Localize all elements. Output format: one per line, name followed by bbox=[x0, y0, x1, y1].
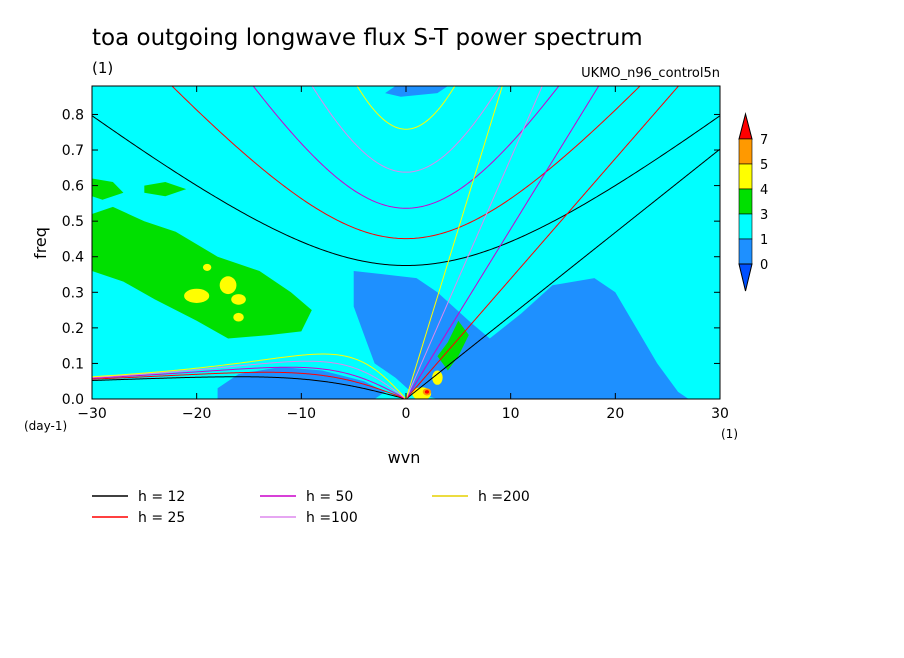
y-tick-label: 0.7 bbox=[62, 143, 84, 159]
rossby-curve bbox=[92, 376, 407, 399]
colorbar-label: 0 bbox=[760, 258, 768, 273]
y-axis-label: freq bbox=[31, 227, 50, 259]
colorbar-swatch bbox=[738, 188, 753, 215]
y-tick-label: 0.3 bbox=[62, 285, 84, 301]
x-tick-label: 10 bbox=[502, 406, 520, 422]
y-tick-label: 0.6 bbox=[62, 179, 84, 195]
x-axis-label: wvn bbox=[388, 448, 421, 467]
chart-subtitle-left: (1) bbox=[92, 59, 113, 77]
contour-high-patch bbox=[144, 182, 187, 197]
gravity-curve bbox=[171, 86, 641, 240]
chart-subtitle-right: UKMO_n96_control5n bbox=[581, 66, 720, 81]
contour-low-top bbox=[385, 86, 448, 97]
contour-spot-yellow bbox=[231, 294, 246, 305]
rossby-curve bbox=[92, 366, 407, 399]
contour-high-west bbox=[92, 206, 312, 339]
x-tick-label: −30 bbox=[77, 406, 107, 422]
contour-low-center bbox=[353, 271, 689, 399]
rossby-curve bbox=[92, 353, 407, 399]
y-tick-label: 0.5 bbox=[62, 214, 84, 230]
contour-spot-yellow bbox=[184, 288, 210, 303]
legend-label: h = 50 bbox=[306, 489, 353, 505]
contour-spot-yellow bbox=[432, 370, 443, 385]
y-tick-label: 0.4 bbox=[62, 250, 84, 266]
y-tick-label: 0.0 bbox=[62, 392, 84, 408]
contour-low-left bbox=[217, 367, 386, 399]
kelvin-curve bbox=[405, 86, 503, 399]
legend-label: h =100 bbox=[306, 510, 358, 526]
rossby-curve bbox=[92, 360, 407, 399]
colorbar-swatch bbox=[738, 163, 753, 190]
kelvin-curve bbox=[405, 148, 720, 399]
colorbar-arrow-top bbox=[738, 112, 753, 140]
colorbar-label: 3 bbox=[760, 208, 768, 223]
x-units-label: (1) bbox=[721, 427, 738, 441]
x-tick-label: −10 bbox=[287, 406, 317, 422]
contour-spot-yellow bbox=[202, 263, 212, 271]
y-units-label: (day-1) bbox=[24, 419, 67, 433]
colorbar-label: 7 bbox=[760, 133, 768, 148]
contour-spot-yellow bbox=[219, 276, 237, 295]
colorbar-swatch bbox=[738, 213, 753, 240]
contour-high-corner bbox=[92, 178, 124, 200]
kelvin-curve bbox=[405, 86, 600, 399]
y-tick-label: 0.2 bbox=[62, 321, 84, 337]
gravity-curve bbox=[311, 86, 501, 173]
colorbar-arrow-bottom bbox=[738, 263, 753, 292]
kelvin-curve bbox=[405, 86, 543, 399]
x-tick-label: −20 bbox=[182, 406, 212, 422]
colorbar-label: 4 bbox=[760, 183, 768, 198]
legend-label: h =200 bbox=[478, 489, 530, 505]
colorbar-label: 5 bbox=[760, 158, 768, 173]
rossby-curve bbox=[92, 371, 407, 399]
x-tick-label: 30 bbox=[711, 406, 729, 422]
gravity-curve bbox=[356, 86, 456, 130]
x-tick-label: 20 bbox=[606, 406, 624, 422]
legend-label: h = 12 bbox=[138, 489, 185, 505]
colorbar: 7 5 4 3 1 0 bbox=[738, 112, 768, 292]
colorbar-swatch bbox=[738, 238, 753, 265]
kelvin-curve bbox=[405, 86, 680, 399]
contour-spot-yellow bbox=[233, 312, 244, 322]
legend-label: h = 25 bbox=[138, 510, 185, 526]
contour-spot-red bbox=[424, 390, 430, 394]
y-tick-label: 0.1 bbox=[62, 356, 84, 372]
gravity-curve bbox=[252, 86, 560, 209]
legend: h = 12 h = 25 h = 50 h =100 h =200 bbox=[92, 489, 530, 526]
chart-title: toa outgoing longwave flux S-T power spe… bbox=[92, 25, 643, 51]
x-tick-label: 0 bbox=[402, 406, 411, 422]
y-tick-label: 0.8 bbox=[62, 107, 84, 123]
colorbar-label: 1 bbox=[760, 233, 768, 248]
colorbar-swatch bbox=[738, 138, 753, 165]
gravity-curve bbox=[92, 115, 720, 266]
